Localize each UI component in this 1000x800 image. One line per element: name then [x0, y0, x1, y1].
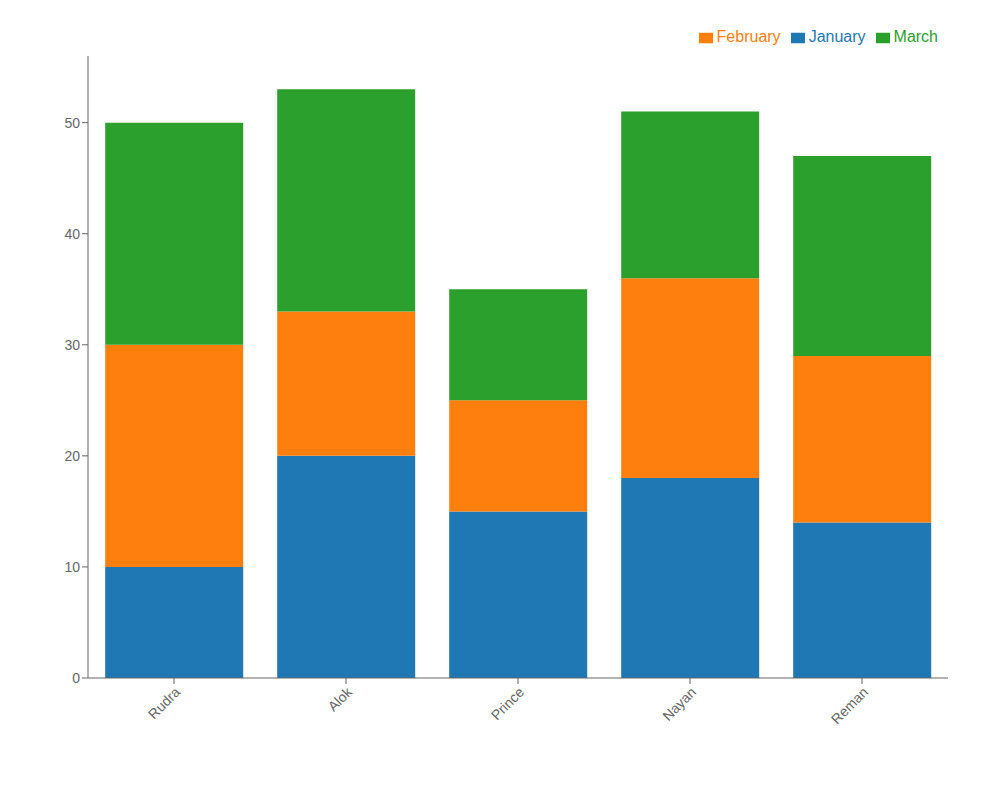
svg-text:Reman: Reman [828, 684, 871, 727]
html-text:February: February [716, 28, 781, 45]
svg-text:Rudra: Rudra [145, 684, 183, 722]
svg-text:Nayan: Nayan [659, 684, 699, 724]
html-text:January: January [808, 28, 866, 45]
svg-text:50: 50 [64, 115, 80, 131]
svg-text:20: 20 [64, 448, 80, 464]
svg-text:Alok: Alok [325, 683, 356, 714]
svg-text:40: 40 [64, 226, 80, 242]
svg-text:Prince: Prince [488, 684, 528, 724]
svg-text:30: 30 [64, 337, 80, 353]
svg-text:10: 10 [64, 559, 80, 575]
svg-text:0: 0 [72, 670, 80, 686]
html-text:March: March [893, 28, 938, 45]
